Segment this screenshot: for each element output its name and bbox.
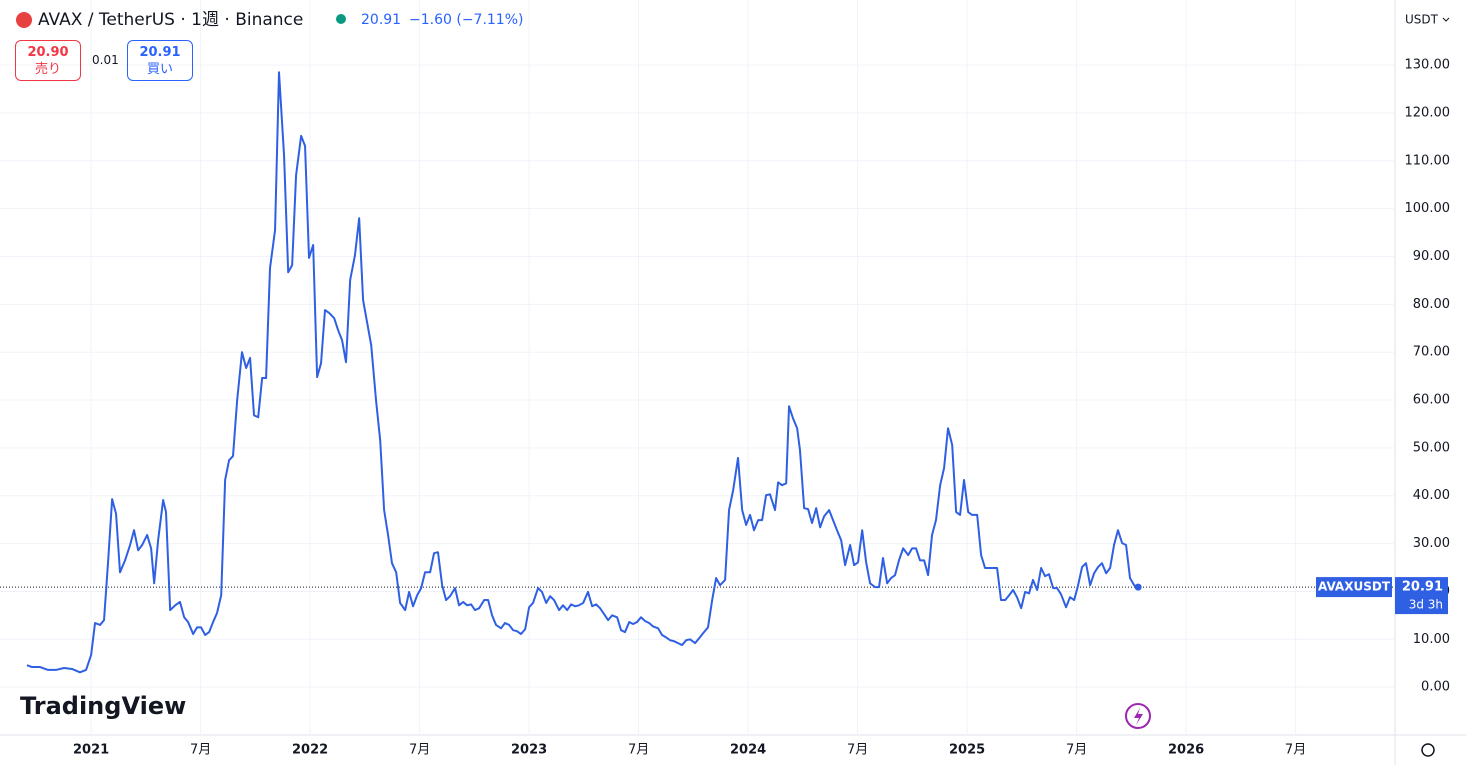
price-label: 20.91 [1402, 580, 1443, 595]
x-tick-label: 2022 [292, 743, 328, 758]
buy-button[interactable]: 20.91 買い [127, 40, 193, 81]
x-tick-label: 2025 [949, 743, 985, 758]
price-line [26, 71, 1139, 674]
y-tick-label: 30.00 [1413, 536, 1450, 551]
watermark: TradingView [20, 692, 186, 720]
y-tick-label: 90.00 [1413, 249, 1450, 264]
x-tick-label: 2024 [730, 743, 766, 758]
plot [26, 71, 1142, 674]
market-status [336, 14, 346, 24]
symbol-label-bg [1316, 577, 1392, 598]
axes: 0.0010.0020.0030.0040.0050.0060.0070.008… [73, 58, 1450, 758]
y-tick-label: 40.00 [1413, 488, 1450, 503]
x-tick-label: 2023 [511, 743, 547, 758]
x-tick-label: 7月 [190, 743, 211, 758]
currency-select[interactable]: USDT [1405, 13, 1439, 27]
buy-label: 買い [146, 62, 173, 77]
symbol-label: AVAXUSDT [1318, 580, 1391, 594]
y-tick-label: 60.00 [1413, 393, 1450, 408]
x-tick-label: 2026 [1168, 743, 1204, 758]
grid [0, 0, 1395, 735]
countdown-label: 3d 3h [1409, 598, 1443, 612]
x-tick-label: 7月 [847, 743, 868, 758]
lightning-icon[interactable] [1125, 703, 1151, 729]
spread: 0.01 [92, 53, 119, 67]
y-tick-label: 10.00 [1413, 632, 1450, 647]
y-tick-label: 120.00 [1405, 105, 1451, 120]
x-tick-label: 7月 [1066, 743, 1087, 758]
y-tick-label: 0.00 [1421, 680, 1450, 695]
y-tick-label: 50.00 [1413, 440, 1450, 455]
x-tick-label: 7月 [1285, 743, 1306, 758]
chart-title: AVAX / TetherUS · 1週 · Binance [38, 10, 303, 30]
avax-icon [16, 12, 32, 28]
sell-label: 売り [34, 62, 61, 77]
last-price: 20.91 [361, 12, 401, 28]
sell-price: 20.90 [27, 45, 69, 60]
buy-price: 20.91 [139, 45, 181, 60]
last-point [1134, 583, 1142, 591]
price-label-bg [1395, 577, 1448, 615]
sell-button[interactable]: 20.90 売り [15, 40, 81, 81]
price-change: −1.60 (−7.11%) [409, 12, 523, 28]
y-tick-label: 100.00 [1405, 201, 1451, 216]
x-tick-label: 2021 [73, 743, 109, 758]
dropdown-arrow [1442, 17, 1450, 22]
y-tick-label: 110.00 [1405, 153, 1451, 168]
x-tick-label: 7月 [409, 743, 430, 758]
y-tick-label: 80.00 [1413, 297, 1450, 312]
x-tick-label: 7月 [628, 743, 649, 758]
y-tick-label: 70.00 [1413, 345, 1450, 360]
lightning-glyph [1134, 708, 1143, 725]
y-tick-label: 130.00 [1405, 58, 1451, 73]
settings-icon[interactable] [1421, 743, 1435, 757]
